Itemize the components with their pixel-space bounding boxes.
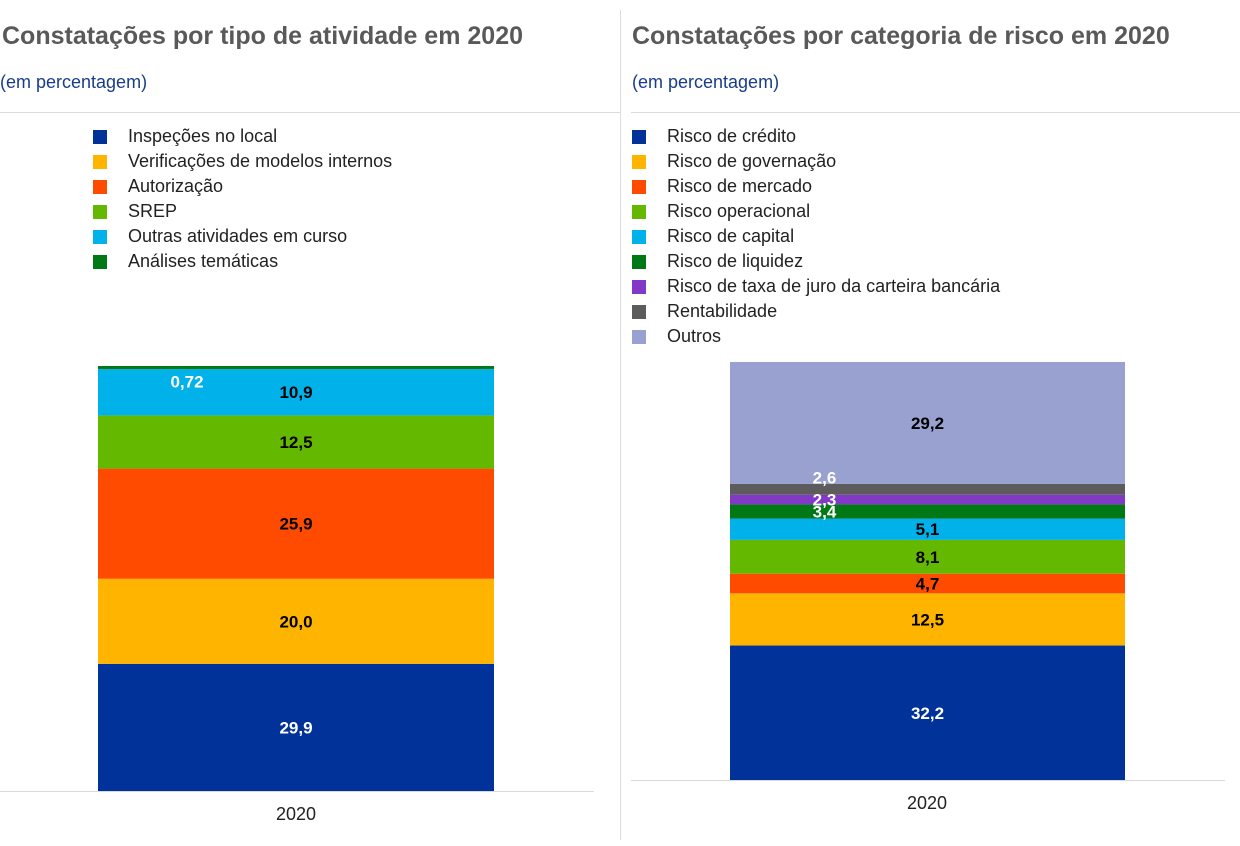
header-divider: [0, 112, 620, 113]
legend-label: Risco de crédito: [667, 126, 797, 146]
bar-segment-rentabilidade: [730, 483, 1125, 495]
bar-segment-outras-atividades-em-curso: [98, 369, 494, 416]
legend-label: Rentabilidade: [667, 301, 778, 321]
legend-swatch: [93, 230, 107, 244]
header-divider: [631, 112, 1240, 113]
data-label-risco-operacional: 8,1: [916, 548, 940, 567]
data-label-risco-de-capital: 5,1: [916, 520, 940, 539]
data-label-rentabilidade: 2,6: [813, 468, 837, 487]
x-tick-label: 2020: [907, 793, 947, 813]
bar-segment-verificacoes-de-modelos-internos: [98, 578, 494, 664]
bar-segment-inspecoes-no-local: [98, 663, 494, 791]
bar-segment-outros: [730, 362, 1125, 484]
legend-label: Verificações de modelos internos: [128, 151, 393, 171]
legend-label: SREP: [128, 201, 178, 221]
legend-swatch: [632, 180, 646, 194]
bar-segment-risco-de-governacao: [730, 593, 1125, 646]
bar-segment-risco-de-credito: [730, 645, 1125, 780]
legend-swatch: [632, 155, 646, 169]
legend-swatch: [93, 205, 107, 219]
x-tick-label: 2020: [276, 804, 316, 824]
legend-label: Risco de liquidez: [667, 251, 804, 271]
data-label-risco-de-governacao: 12,5: [911, 610, 944, 629]
legend-label: Autorização: [128, 176, 224, 196]
legend-label: Risco de mercado: [667, 176, 813, 196]
legend-swatch: [93, 155, 107, 169]
legend-label: Análises temáticas: [128, 251, 279, 271]
data-label-risco-de-liquidez: 3,4: [813, 502, 837, 521]
bar-segment-analises-tematicas: [98, 366, 494, 370]
chart-panel-risk-category: Constatações por categoria de risco em 2…: [621, 0, 1240, 846]
data-label-risco-de-credito: 32,2: [911, 704, 944, 723]
bar-segment-autorizacao: [98, 468, 494, 579]
legend-swatch: [93, 180, 107, 194]
bar-segment-risco-operacional: [730, 539, 1125, 574]
data-label-autorizacao: 25,9: [279, 515, 312, 534]
chart-panel-activity-type: Constatações por tipo de atividade em 20…: [0, 22, 620, 824]
chart-title: Constatações por categoria de risco em 2…: [632, 22, 1170, 50]
legend-label: Inspeções no local: [128, 126, 278, 146]
bar-segment-risco-de-taxa-de-juro-da-carteira-bancaria: [730, 494, 1125, 505]
legend-swatch: [93, 255, 107, 269]
bar-segment-risco-de-capital: [730, 518, 1125, 540]
data-label-outras-atividades-em-curso: 10,9: [279, 383, 312, 402]
legend-swatch: [632, 255, 646, 269]
data-label-risco-de-taxa-de-juro-da-carteira-bancaria: 2,3: [813, 491, 837, 510]
bar-segment-risco-de-liquidez: [730, 504, 1125, 519]
legend-label: Risco operacional: [667, 201, 811, 221]
bar-segment-srep: [98, 415, 494, 469]
bar-segment-risco-de-mercado: [730, 573, 1125, 594]
legend-label: Outras atividades em curso: [128, 226, 348, 246]
legend-label: Risco de governação: [667, 151, 837, 171]
data-label-outros: 29,2: [911, 414, 944, 433]
data-label-analises-tematicas: 0,72: [170, 373, 203, 392]
legend-swatch: [632, 130, 646, 144]
legend-swatch: [632, 305, 646, 319]
legend-swatch: [632, 205, 646, 219]
legend-swatch: [93, 130, 107, 144]
panel-divider: [620, 10, 621, 840]
stacked-bar-chart: 32,2 12,5 4,7 8,1 5,1 3,42,3 2,6 29,2 2020: [631, 362, 1225, 813]
stacked-bar-chart: 29,9 20,0 25,9 12,5 10,9 0,72 2020: [0, 366, 594, 824]
legend-label: Outros: [667, 326, 722, 346]
data-label-verificacoes-de-modelos-internos: 20,0: [279, 612, 312, 631]
legend-label: Risco de taxa de juro da carteira bancár…: [667, 276, 1001, 296]
data-label-inspecoes-no-local: 29,9: [279, 718, 312, 737]
legend-swatch: [632, 230, 646, 244]
chart-subtitle: (em percentagem): [0, 72, 148, 92]
chart-title: Constatações por tipo de atividade em 20…: [2, 22, 523, 50]
legend-swatch: [632, 330, 646, 344]
data-label-srep: 12,5: [279, 433, 312, 452]
legend-swatch: [632, 280, 646, 294]
chart-subtitle: (em percentagem): [632, 72, 780, 92]
data-label-risco-de-mercado: 4,7: [916, 575, 940, 594]
legend-label: Risco de capital: [667, 226, 795, 246]
